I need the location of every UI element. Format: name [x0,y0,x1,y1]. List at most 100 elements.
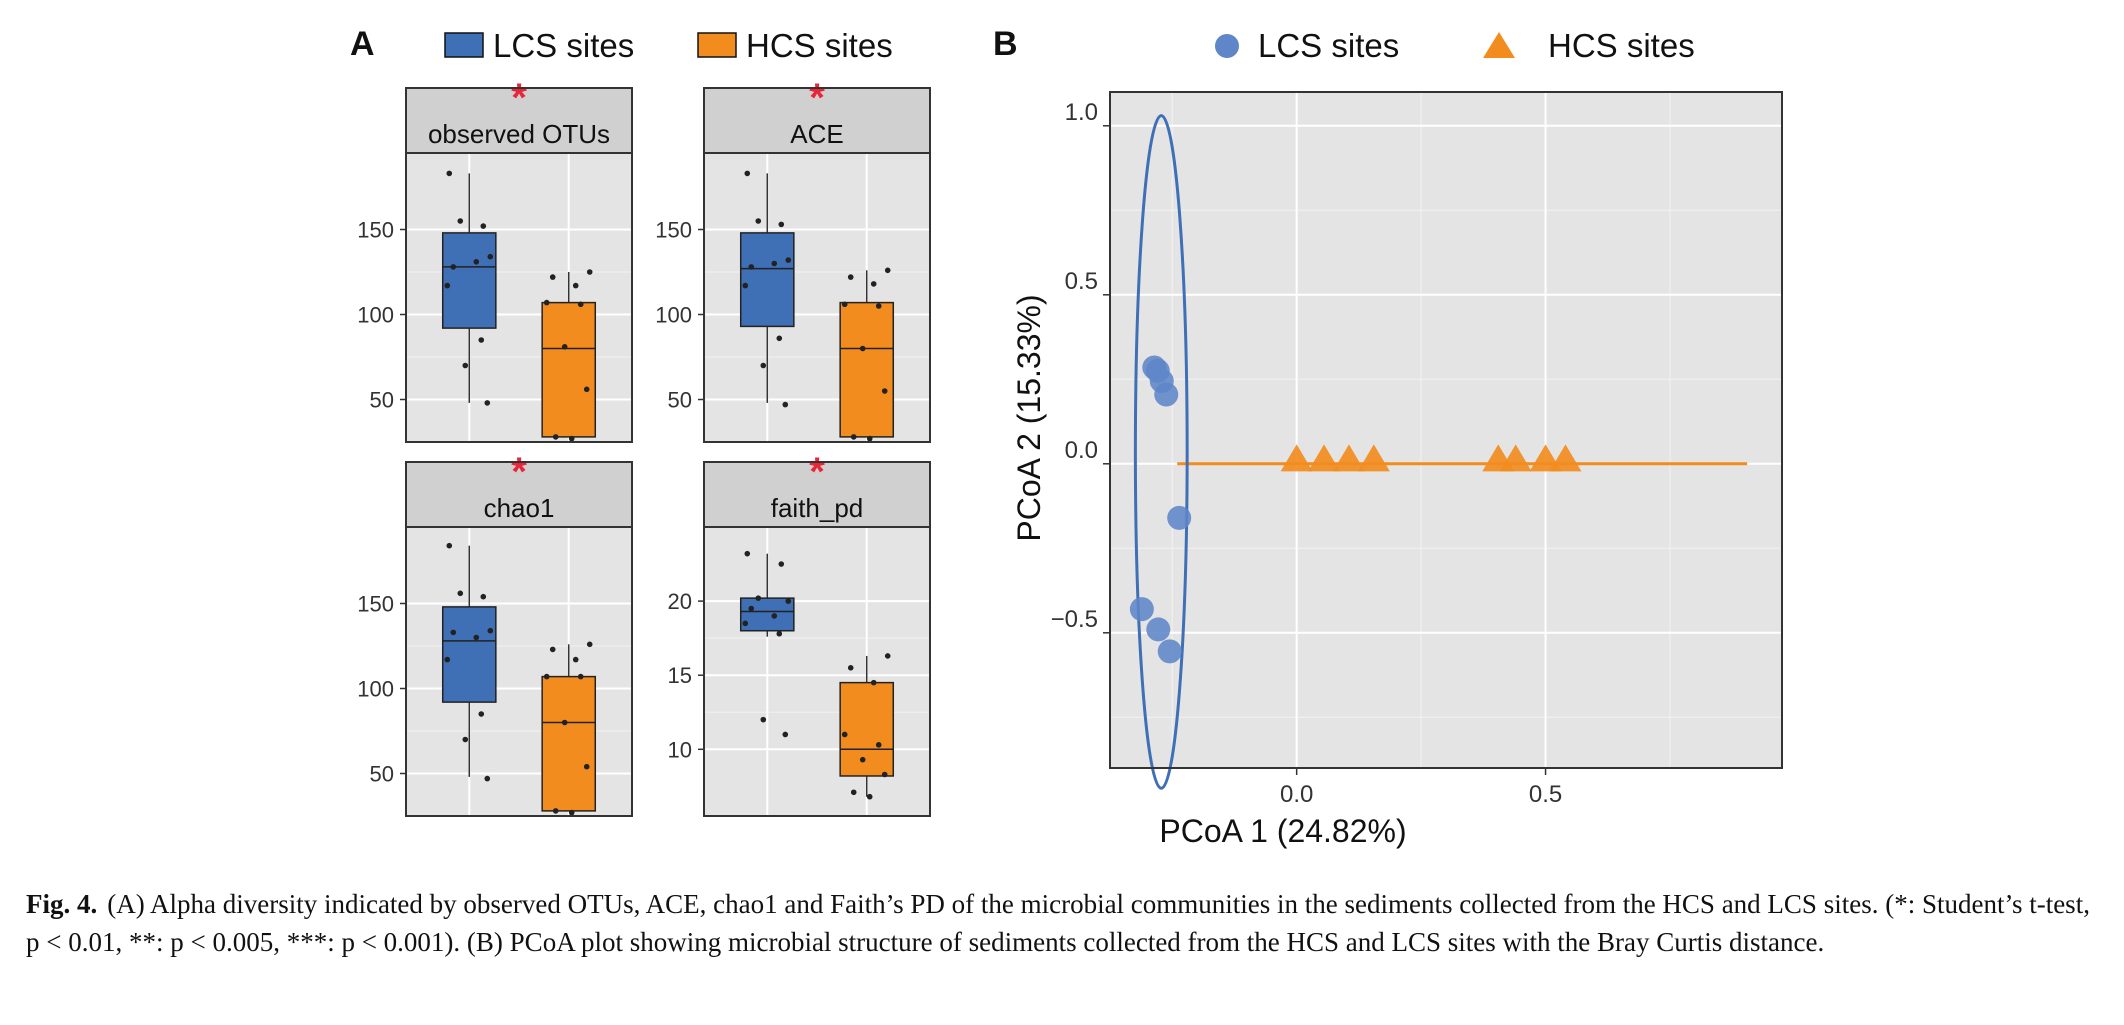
box-data-point [748,605,755,612]
facet-strip [703,87,931,154]
box-data-point [577,301,584,308]
facet-y-tick-label: 100 [357,677,394,702]
box-hcs [541,301,597,438]
pcoa-lcs-point [1167,505,1192,530]
box-data-point [583,763,590,770]
caption-label: Fig. 4. [26,889,98,919]
legend-b-hcs-marker [1483,32,1515,58]
box-data-point [543,299,550,306]
box-data-point [561,719,568,726]
panel-b-pcoa: B LCS sites HCS sites 0.0 0.5 −0.5 0.0 0.5 1.… [993,25,1783,849]
pcoa-y-tick-label: 1.0 [1065,99,1098,126]
facet-y-tick-label: 15 [668,663,692,688]
box-data-point [572,656,579,663]
panel-a-letter: A [350,25,375,63]
box-data-point [760,716,767,723]
box-data-point [480,593,487,600]
box-data-point [760,362,767,369]
box-data-point [572,282,579,289]
box-data-point [742,620,749,627]
box-lcs [739,597,795,632]
box-data-point [866,793,873,800]
pcoa-hcs-point [1280,444,1313,472]
box-data-point [487,253,494,260]
box-data-point [742,282,749,289]
pcoa-y-tick-label: −0.5 [1051,606,1098,633]
legend-b-lcs-marker [1215,34,1239,58]
box-data-point [457,590,464,597]
box-data-point [444,656,451,663]
box-data-point [884,267,891,274]
facet-significance-star: * [511,76,527,120]
box-data-point [462,736,469,743]
box-data-point [859,345,866,352]
box-data-point [549,646,556,653]
facet-3: 10 15 20 *faith_pd [668,450,931,817]
box-data-point [552,808,559,814]
legend-a-lcs-label: LCS sites [493,27,634,64]
box-data-point [776,335,783,342]
box-data-point [478,711,485,717]
box-data-point [744,170,751,177]
box-data-point [850,434,857,440]
facet-title: ACE [790,119,843,149]
box-data-point [748,264,755,270]
box-data-point [881,388,888,394]
box-data-point [484,400,491,406]
box-data-point [478,337,485,343]
pcoa-y-tick-label: 0.0 [1065,437,1098,464]
box-hcs [839,681,895,777]
box-data-point [568,435,575,442]
box-data-point [875,303,882,309]
box-data-point [586,641,593,648]
box-lcs [739,232,795,328]
facet-title: observed OTUs [428,119,610,149]
box-data-point [859,756,866,763]
legend-a-hcs-label: HCS sites [746,27,893,64]
facet-significance-star: * [809,450,825,494]
box-data-point [782,401,789,408]
box-data-point [462,362,469,369]
box-data-point [870,679,877,686]
pcoa-x-tick-label: 0.0 [1280,781,1313,808]
pcoa-y-axis-label: PCoA 2 (15.33%) [1011,294,1047,541]
box-data-point [771,613,778,619]
box-data-point [870,281,877,287]
box-data-point [841,301,848,308]
box-data-point [755,218,762,224]
box-data-point [771,260,778,267]
box-data-point [782,731,789,738]
box-data-point [487,627,494,634]
legend-b-hcs-label: HCS sites [1548,27,1695,64]
box-data-point [480,223,487,229]
facet-title: chao1 [484,493,555,523]
facet-y-tick-label: 50 [370,762,394,787]
facet-significance-star: * [511,450,527,494]
box-data-point [552,434,559,440]
pcoa-y-tick-label: 0.5 [1065,268,1098,295]
caption-text: (A) Alpha diversity indicated by observe… [26,889,2090,957]
box-data-point [543,673,550,680]
box-data-point [884,653,891,659]
box-data-point [450,264,457,270]
figure: A LCS sites HCS sites 50100150*observed … [350,25,1783,849]
facet-0: 50 100 150 *observed OTUs [357,76,633,443]
box-data-point [847,664,854,671]
box-data-point [457,218,464,224]
facet-y-tick-label: 50 [370,388,394,413]
facet-1: 50 100 150 *ACE [655,76,931,443]
box-data-point [850,789,857,796]
figure-caption: Fig. 4. (A) Alpha diversity indicated by … [26,885,2106,961]
pcoa-lcs-point [1129,597,1154,622]
pcoa-hcs-point [1499,444,1532,472]
facet-significance-star: * [809,76,825,120]
box-data-point [450,629,457,636]
pcoa-lcs-point [1154,382,1179,407]
box-hcs [541,675,597,812]
box-data-point [881,771,888,778]
pcoa-x-tick-label: 0.5 [1529,781,1562,808]
box-data-point [778,221,785,228]
box-data-point [744,550,751,557]
box-hcs [839,301,895,438]
pcoa-hcs-point [1549,444,1582,472]
